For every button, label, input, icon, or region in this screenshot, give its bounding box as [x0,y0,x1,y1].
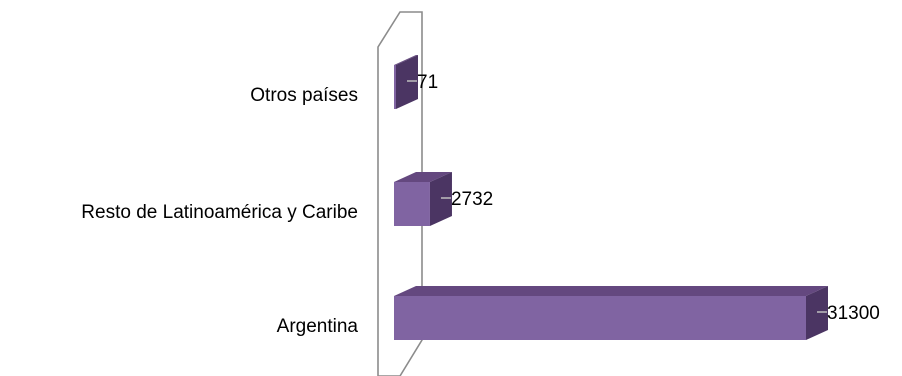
bar-front-face [394,182,430,226]
bar-1 [394,172,452,226]
bars-group [394,55,828,340]
bar-front-face [394,296,806,340]
bar-top-face [394,172,452,182]
value-label: 31300 [827,303,880,324]
category-labels: Argentina Resto de Latinoamérica y Caribe… [81,85,358,337]
bar-side-face [429,172,452,226]
value-label: 2732 [451,189,493,210]
bar-top-face [394,286,828,296]
value-labels: 31300 2732 71 [417,72,880,324]
bar-side-face [806,286,828,340]
bar-0 [394,286,828,340]
value-label: 71 [417,72,438,93]
bar-top-face [394,55,418,65]
category-label: Resto de Latinoamérica y Caribe [81,202,358,223]
category-label: Argentina [277,316,359,337]
category-label: Otros países [250,85,358,106]
bar-side-face [396,55,418,109]
bar-front-face [394,65,396,109]
bar-2 [394,55,418,109]
